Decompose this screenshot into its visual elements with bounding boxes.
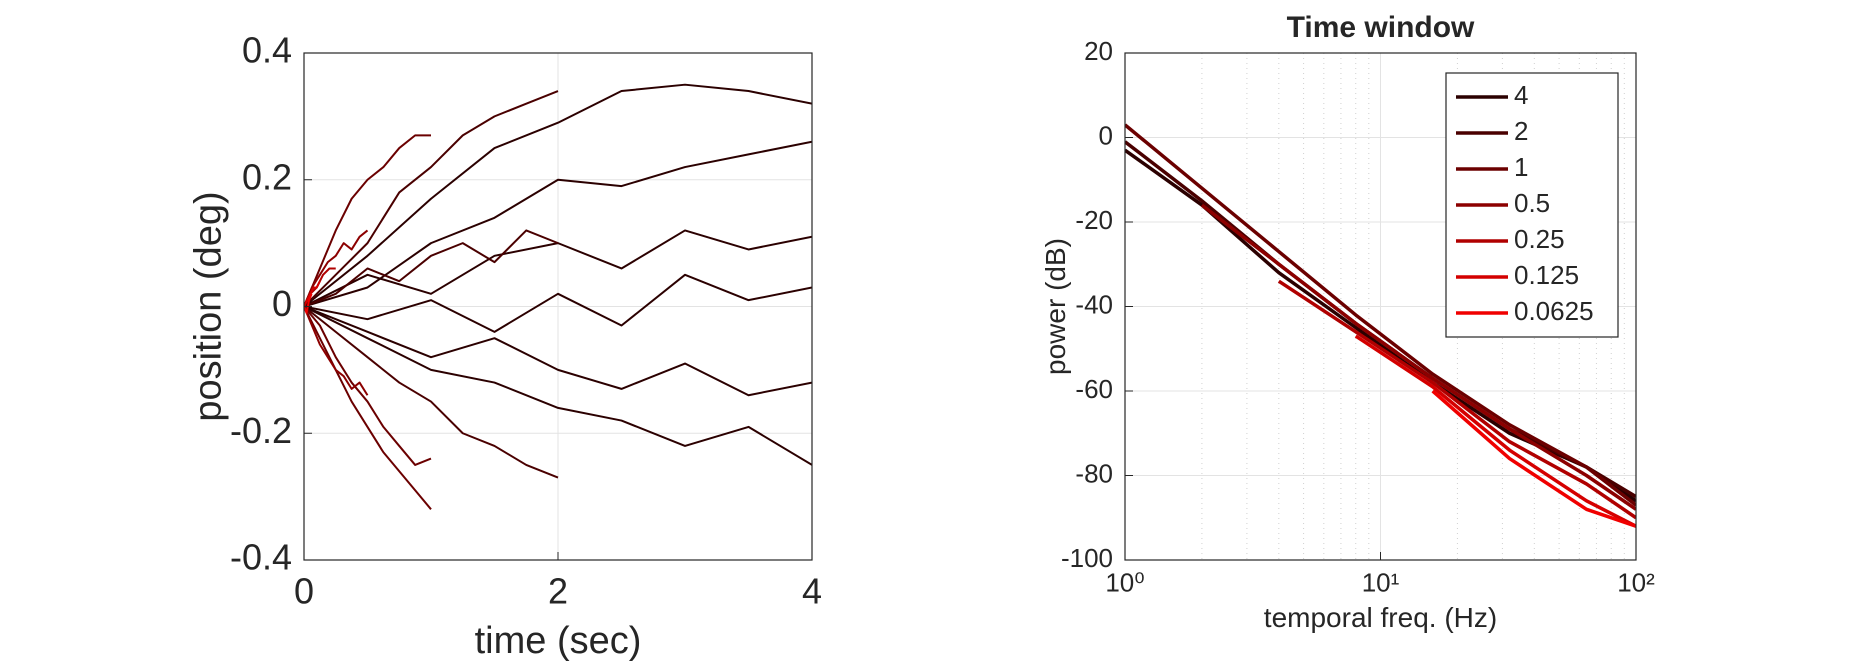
legend-label: 0.25 [1514, 224, 1565, 254]
series-line [1431, 389, 1636, 528]
x-axis-label: time (sec) [475, 620, 642, 662]
chart-title: Time window [1287, 11, 1475, 44]
series-line [304, 90, 559, 308]
series-line [304, 305, 432, 466]
y-tick-label: 0 [272, 283, 292, 324]
series-line [304, 306, 432, 510]
series-line [304, 305, 812, 466]
series-line [304, 305, 812, 397]
series-line [304, 140, 812, 308]
legend-label: 1 [1514, 152, 1528, 182]
y-tick-label: 0.2 [242, 156, 292, 197]
y-tick-label: -0.4 [230, 537, 292, 578]
x-tick-label: 4 [802, 571, 822, 612]
legend-label: 4 [1514, 80, 1528, 110]
series-line [1125, 123, 1636, 507]
legend-label: 0.5 [1514, 188, 1550, 218]
x-tick-label: 10² [1617, 568, 1655, 598]
x-tick-label: 0 [294, 571, 314, 612]
series-line [304, 306, 369, 396]
y-tick-label: -60 [1075, 374, 1113, 404]
series-line [304, 229, 369, 307]
y-tick-label: -40 [1075, 289, 1113, 319]
legend-label: 0.125 [1514, 260, 1579, 290]
y-tick-label: 0.4 [242, 30, 292, 71]
series-line [304, 280, 321, 307]
series-line [304, 305, 559, 479]
y-tick-label: 0 [1099, 120, 1113, 150]
y-axis-label: position (deg) [187, 191, 229, 421]
series-line [1354, 334, 1636, 528]
y-axis-label: power (dB) [1040, 238, 1071, 375]
series-line [304, 273, 812, 333]
y-tick-label: -80 [1075, 458, 1113, 488]
series-line [1277, 279, 1636, 520]
series-line [304, 83, 812, 308]
series-line [304, 229, 559, 308]
y-tick-label: 20 [1084, 36, 1113, 66]
y-tick-label: -0.2 [230, 410, 292, 451]
legend-label: 2 [1514, 116, 1528, 146]
y-tick-label: -20 [1075, 205, 1113, 235]
series-line [304, 134, 431, 307]
legend-label: 0.0625 [1514, 296, 1594, 326]
x-tick-label: 10⁰ [1105, 568, 1144, 598]
x-axis-label: temporal freq. (Hz) [1264, 602, 1497, 633]
y-tick-label: -100 [1061, 543, 1113, 573]
series-line [1200, 203, 1636, 511]
x-tick-label: 2 [548, 571, 568, 612]
x-tick-label: 10¹ [1362, 568, 1400, 598]
